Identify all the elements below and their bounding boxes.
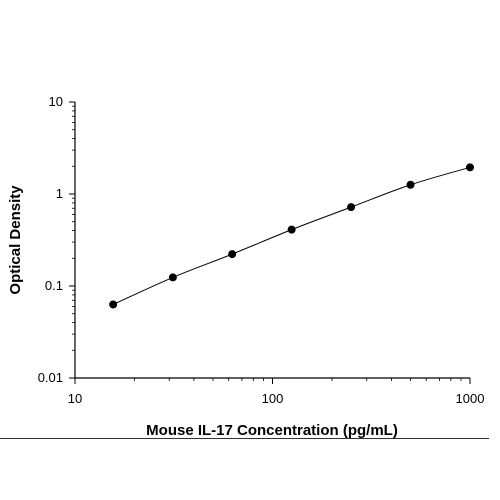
y-axis-ticks: 0.01 0.1 1 10: [38, 94, 75, 385]
data-point: [466, 163, 474, 172]
footer-divider: [0, 438, 489, 439]
data-point: [287, 225, 296, 234]
x-axis-title: Mouse IL-17 Concentration (pg/mL): [146, 422, 398, 439]
data-point: [347, 203, 356, 212]
y-axis-title: Optical Density: [7, 185, 24, 295]
data-point: [109, 300, 118, 309]
fit-curve-line: [112, 166, 471, 305]
data-point: [168, 273, 177, 282]
x-tick-label: 10: [68, 391, 82, 406]
x-tick-label: 100: [262, 391, 284, 406]
x-tick-label: 1000: [456, 391, 485, 406]
y-tick-label: 0.01: [38, 370, 63, 385]
y-tick-label: 10: [49, 94, 63, 109]
y-tick-label: 0.1: [45, 278, 63, 293]
y-tick-label: 1: [56, 186, 63, 201]
data-point: [406, 180, 415, 189]
data-points: [109, 163, 474, 309]
data-point: [228, 250, 237, 259]
x-axis-ticks: 10 100 1000: [68, 378, 485, 406]
